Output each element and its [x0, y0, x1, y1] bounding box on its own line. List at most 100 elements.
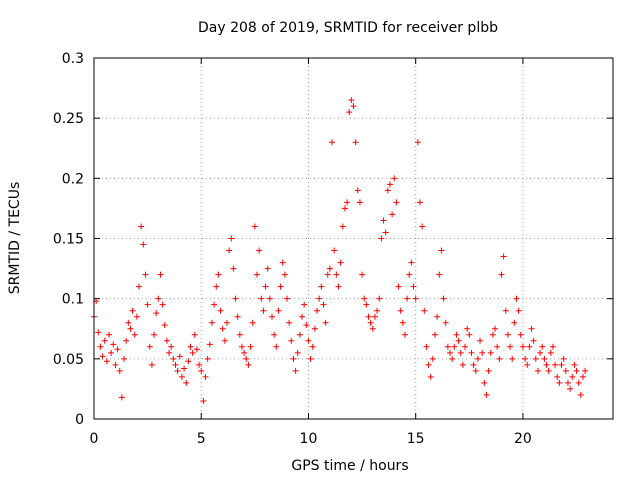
data-point — [573, 367, 580, 374]
data-point — [537, 349, 544, 356]
data-point — [189, 349, 196, 356]
data-point — [470, 361, 477, 368]
data-point — [556, 379, 563, 386]
data-point — [196, 361, 203, 368]
x-tick-label: 5 — [197, 431, 206, 447]
data-point — [125, 319, 132, 326]
data-point — [277, 283, 284, 290]
data-point — [288, 337, 295, 344]
data-point — [423, 343, 430, 350]
data-point — [361, 295, 368, 302]
data-point — [575, 379, 582, 386]
data-point — [153, 310, 160, 317]
data-point — [294, 349, 301, 356]
data-point — [273, 343, 280, 350]
data-point — [384, 187, 391, 194]
data-point — [395, 283, 402, 290]
data-point — [251, 223, 258, 230]
y-tick-label: 0 — [75, 412, 84, 428]
data-point — [217, 307, 224, 314]
data-point — [500, 253, 507, 260]
data-point — [185, 358, 192, 365]
data-point — [131, 331, 138, 338]
data-point — [275, 307, 282, 314]
data-point — [579, 373, 586, 380]
data-point — [449, 355, 456, 362]
data-point — [359, 271, 366, 278]
data-point — [264, 265, 271, 272]
data-point — [269, 313, 276, 320]
data-point — [187, 343, 194, 350]
data-point — [528, 325, 535, 332]
data-point — [562, 367, 569, 374]
data-point — [256, 247, 263, 254]
y-tick-label: 0.05 — [53, 352, 84, 368]
data-point — [114, 346, 121, 353]
data-point — [386, 181, 393, 188]
y-tick-label: 0.25 — [53, 111, 84, 127]
data-point — [221, 337, 228, 344]
data-point — [582, 367, 589, 374]
data-point — [481, 379, 488, 386]
data-point — [517, 331, 524, 338]
data-point — [472, 367, 479, 374]
data-point — [427, 373, 434, 380]
data-point — [487, 349, 494, 356]
data-point — [429, 355, 436, 362]
data-point — [431, 331, 438, 338]
data-point — [466, 331, 473, 338]
data-point — [95, 329, 102, 336]
data-point — [416, 199, 423, 206]
data-point — [138, 223, 145, 230]
data-point — [168, 343, 175, 350]
data-point — [206, 341, 213, 348]
data-point — [404, 295, 411, 302]
data-point — [354, 187, 361, 194]
data-point — [522, 355, 529, 362]
data-point — [335, 283, 342, 290]
data-point — [258, 295, 265, 302]
data-point — [290, 355, 297, 362]
data-point — [391, 175, 398, 182]
data-point — [504, 331, 511, 338]
plot-frame — [93, 57, 614, 420]
data-point — [558, 361, 565, 368]
data-point — [208, 319, 215, 326]
data-point — [438, 247, 445, 254]
data-point — [226, 247, 233, 254]
data-point — [292, 367, 299, 374]
data-point — [444, 343, 451, 350]
data-point — [108, 349, 115, 356]
data-point — [174, 367, 181, 374]
data-point — [552, 361, 559, 368]
data-point — [284, 295, 291, 302]
data-point — [346, 109, 353, 116]
data-point — [567, 385, 574, 392]
data-point — [549, 343, 556, 350]
data-point — [322, 319, 329, 326]
grid-layer — [94, 58, 613, 419]
data-point — [299, 313, 306, 320]
data-point — [200, 397, 207, 404]
data-point — [314, 307, 321, 314]
data-point — [451, 343, 458, 350]
data-point — [286, 319, 293, 326]
data-point — [146, 343, 153, 350]
data-point — [485, 367, 492, 374]
data-point — [434, 313, 441, 320]
data-point — [198, 367, 205, 374]
data-point — [247, 343, 254, 350]
y-axis-label: SRMTID / TECUs — [7, 182, 23, 295]
data-point — [389, 211, 396, 218]
data-point — [356, 199, 363, 206]
data-point — [367, 319, 374, 326]
data-point — [181, 365, 188, 372]
data-point — [243, 355, 250, 362]
data-points-layer — [91, 97, 589, 404]
data-point — [498, 271, 505, 278]
y-tick-label: 0.1 — [62, 292, 84, 308]
data-point — [316, 295, 323, 302]
chart-title: Day 208 of 2019, SRMTID for receiver plb… — [198, 20, 498, 36]
data-point — [425, 361, 432, 368]
data-point — [399, 319, 406, 326]
